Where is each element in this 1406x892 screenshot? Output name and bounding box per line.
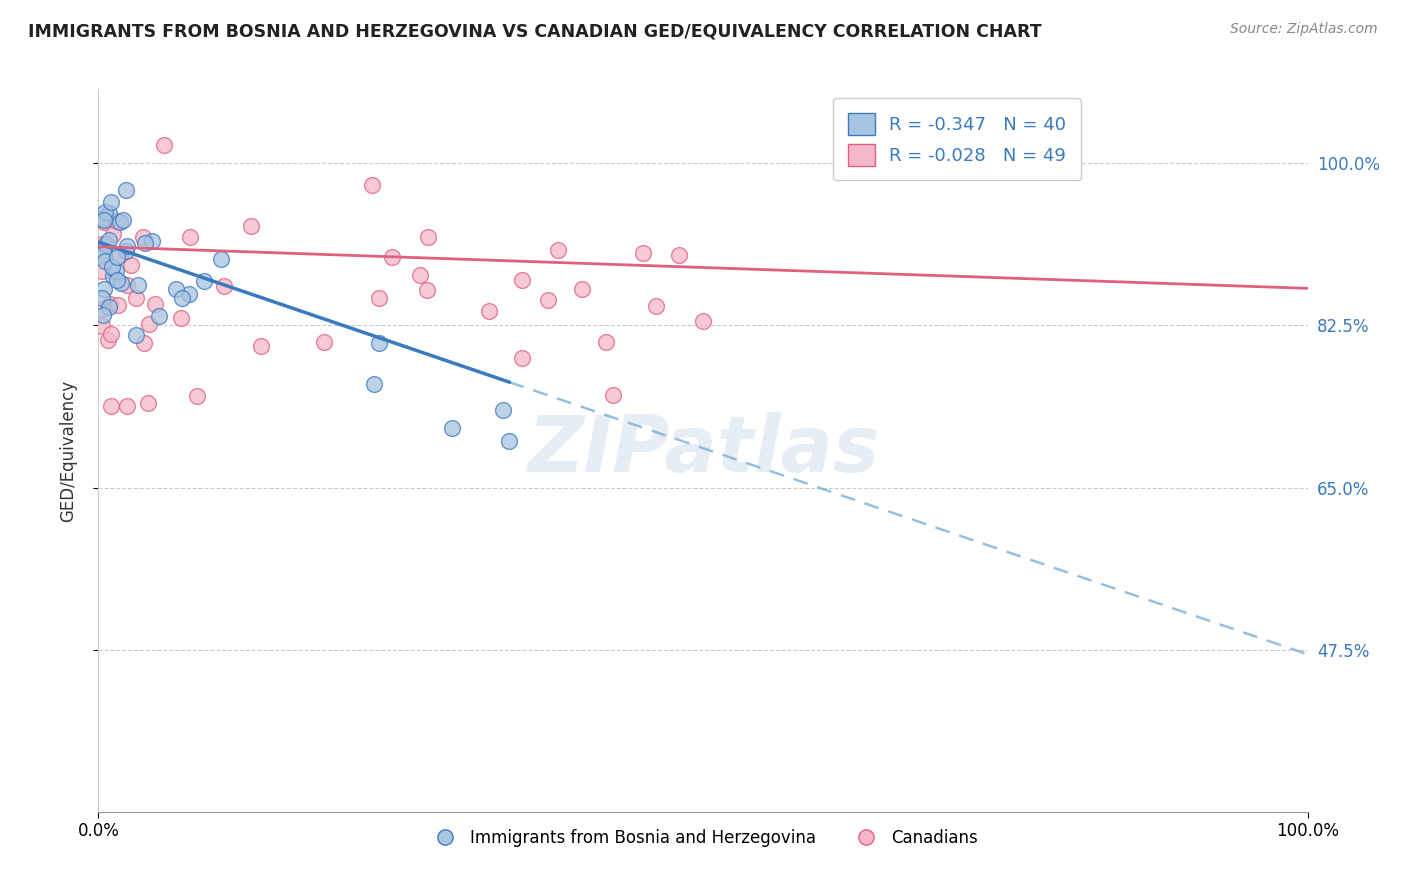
Point [368,336,391,351]
Point [547,243,569,257]
Point [100,297,122,311]
Point [100,195,122,210]
Point [212,278,235,293]
Point [134,235,156,250]
Point [179,286,201,301]
Point [153,137,176,152]
Point [101,260,124,275]
Point [209,252,232,266]
Point [91,301,114,316]
Point [498,434,520,449]
Point [93,213,115,227]
Point [115,278,138,293]
Point [692,314,714,328]
Point [91,318,114,333]
Point [93,254,115,268]
Point [143,297,166,311]
Point [510,351,533,366]
Point [94,205,117,219]
Point [645,299,668,313]
Point [115,239,138,253]
Point [97,233,120,247]
Point [94,210,117,224]
Point [165,282,187,296]
Point [91,308,114,322]
Point [179,230,201,244]
Point [478,304,501,318]
Point [368,291,391,305]
Point [91,237,114,252]
Point [361,178,384,193]
Point [91,211,114,226]
Point [492,402,515,417]
Point [120,258,142,272]
Text: ZIPatlas: ZIPatlas [527,412,879,489]
Point [110,276,132,290]
Point [111,213,134,227]
Text: IMMIGRANTS FROM BOSNIA AND HERZEGOVINA VS CANADIAN GED/EQUIVALENCY CORRELATION C: IMMIGRANTS FROM BOSNIA AND HERZEGOVINA V… [28,22,1042,40]
Point [105,273,128,287]
Point [93,215,115,229]
Point [97,205,120,219]
Y-axis label: GED/Equivalency: GED/Equivalency [59,379,77,522]
Point [186,388,208,402]
Point [101,268,124,283]
Point [104,264,127,278]
Point [602,388,624,402]
Point [132,336,155,351]
Point [93,247,115,261]
Point [94,237,117,252]
Point [115,399,138,413]
Point [148,310,170,324]
Point [124,327,146,342]
Point [91,264,114,278]
Point [510,273,533,287]
Point [381,251,404,265]
Point [105,251,128,265]
Point [105,214,128,228]
Point [172,291,194,305]
Point [115,183,138,197]
Point [125,291,148,305]
Point [138,317,160,331]
Point [101,227,124,241]
Point [127,278,149,293]
Text: Source: ZipAtlas.com: Source: ZipAtlas.com [1230,22,1378,37]
Point [98,300,121,314]
Point [170,310,193,325]
Point [363,377,385,392]
Point [631,245,654,260]
Point [409,268,432,283]
Point [100,400,122,414]
Point [132,230,155,244]
Point [100,326,122,341]
Point [441,420,464,434]
Legend: Immigrants from Bosnia and Herzegovina, Canadians: Immigrants from Bosnia and Herzegovina, … [422,822,984,854]
Point [193,274,215,288]
Point [93,244,115,258]
Point [314,335,336,350]
Point [93,282,115,296]
Point [416,283,439,297]
Point [136,396,159,410]
Point [110,215,132,229]
Point [141,234,163,248]
Point [115,244,138,258]
Point [537,293,560,307]
Point [107,298,129,312]
Point [668,248,690,262]
Point [91,292,114,306]
Point [97,333,120,347]
Point [418,230,440,244]
Point [239,219,262,234]
Point [110,248,132,262]
Point [250,338,273,352]
Point [571,282,593,296]
Point [595,334,617,349]
